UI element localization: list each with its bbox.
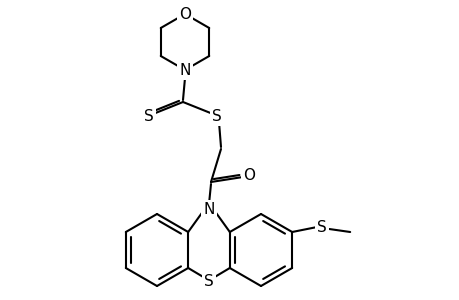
Text: N: N bbox=[203, 202, 214, 217]
Text: S: S bbox=[317, 220, 326, 235]
Text: S: S bbox=[144, 109, 154, 124]
Text: S: S bbox=[204, 274, 213, 289]
Text: S: S bbox=[212, 109, 221, 124]
Text: N: N bbox=[179, 62, 190, 77]
Text: O: O bbox=[179, 7, 190, 22]
Text: O: O bbox=[242, 167, 254, 182]
